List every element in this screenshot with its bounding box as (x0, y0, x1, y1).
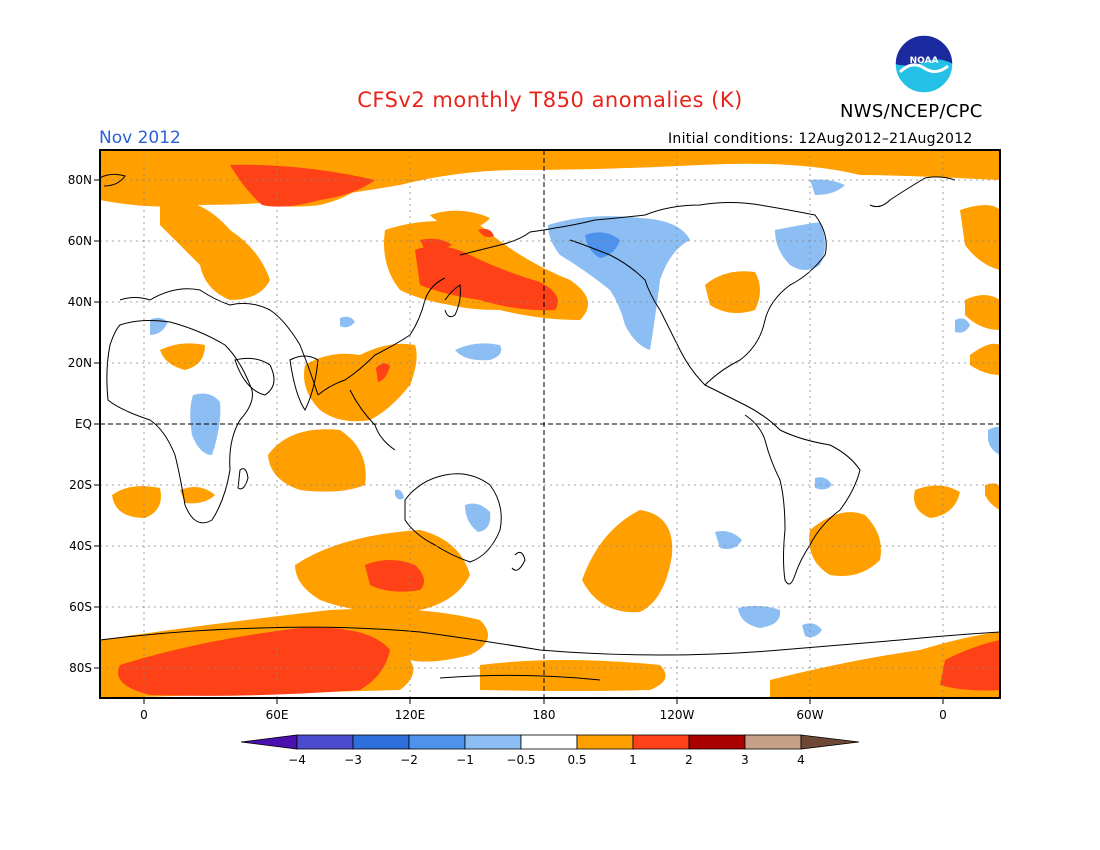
lat-label: 40N (67, 295, 92, 309)
lat-label: 80S (69, 661, 92, 675)
graticule (100, 150, 1000, 698)
colorbar-left-arrow (240, 734, 298, 750)
lat-label: 60N (67, 234, 92, 248)
map-title: CFSv2 monthly T850 anomalies (K) (357, 88, 743, 112)
lon-label: 180 (532, 708, 556, 722)
colorbar-tick: −2 (400, 753, 418, 767)
colorbar-tick: 1 (629, 753, 637, 767)
colorbar-tick: −3 (344, 753, 362, 767)
stronger-cool-anomaly-regions (585, 232, 620, 258)
lon-label: 60W (796, 708, 824, 722)
strong-warm-anomaly-regions (118, 164, 1000, 696)
colorbar-right-arrow (800, 734, 860, 750)
lon-label: 0 (140, 708, 148, 722)
lon-label: 120E (394, 708, 426, 722)
lat-label: 60S (69, 600, 92, 614)
lat-label: 20N (67, 356, 92, 370)
colorbar-tick: 4 (797, 753, 805, 767)
lat-label: 80N (67, 173, 92, 187)
lon-label: 60E (265, 708, 289, 722)
lat-label: 40S (69, 539, 92, 553)
lat-label: EQ (74, 417, 92, 431)
agency-label: NWS/NCEP/CPC (840, 101, 983, 122)
initial-conditions: Initial conditions: 12Aug2012–21Aug2012 (668, 131, 973, 147)
colorbar-tick: 2 (685, 753, 693, 767)
axis-ticks (94, 179, 944, 704)
colorbar-tick: −4 (288, 753, 306, 767)
lon-label: 120W (659, 708, 695, 722)
colorbar-tick: 0.5 (567, 753, 587, 767)
lon-label: 0 (939, 708, 947, 722)
colorbar (240, 734, 860, 750)
lat-label: 20S (69, 478, 92, 492)
cool-anomaly-regions (150, 179, 1000, 638)
forecast-month: Nov 2012 (99, 128, 181, 148)
colorbar-tick: −1 (456, 753, 474, 767)
equator-dateline (100, 150, 1000, 698)
colorbar-tick: −0.5 (506, 753, 536, 767)
colorbar-tick: 3 (741, 753, 749, 767)
